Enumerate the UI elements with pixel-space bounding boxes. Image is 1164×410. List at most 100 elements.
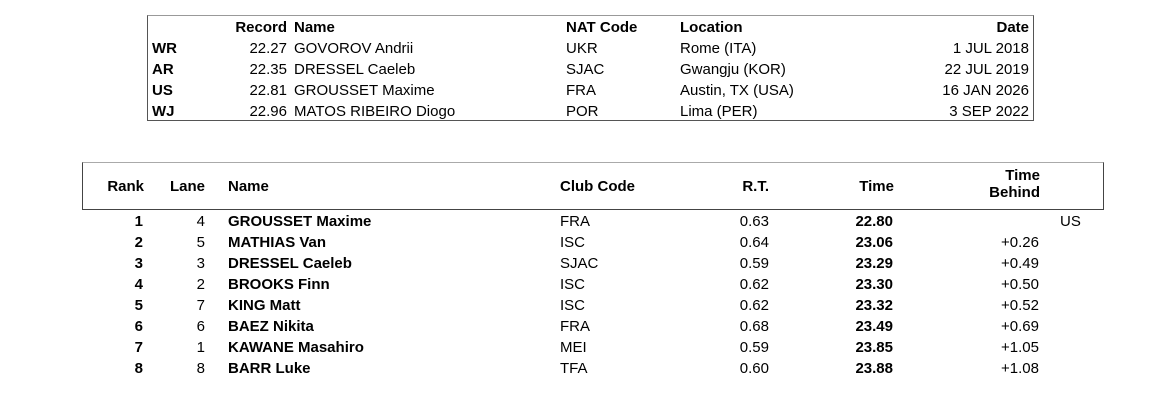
records-table: Record Name NAT Code Location Date WR 22… [147, 15, 1034, 121]
record-date: 22 JUL 2019 [944, 61, 1029, 78]
record-row: AR 22.35 DRESSEL Caeleb SJAC Gwangju (KO… [148, 59, 1033, 80]
records-header: Record Name NAT Code Location Date [148, 17, 1033, 38]
club-code: FRA [560, 318, 590, 335]
header-time-behind-line1: Time [1005, 167, 1040, 184]
header-record: Record [235, 19, 287, 36]
club-code: FRA [560, 213, 590, 230]
club-code: ISC [560, 234, 586, 251]
header-location: Location [680, 19, 743, 36]
header-rank: Rank [107, 178, 144, 195]
record-location: Austin, TX (USA) [680, 82, 794, 99]
lane: 5 [196, 234, 205, 251]
time: 23.06 [855, 234, 893, 251]
time: 22.80 [855, 213, 893, 230]
rank: 1 [134, 213, 143, 230]
swimmer-name: GROUSSET Maxime [228, 213, 372, 230]
header-time: Time [859, 178, 894, 195]
time: 23.88 [855, 360, 893, 377]
result-row: 3 3 DRESSEL Caeleb SJAC 0.59 23.29 +0.49 [0, 253, 1164, 274]
record-name: DRESSEL Caeleb [294, 61, 416, 78]
lane: 6 [196, 318, 205, 335]
result-row: 1 4 GROUSSET Maxime FRA 0.63 22.80 US [0, 211, 1164, 232]
reaction-time: 0.60 [739, 360, 769, 377]
result-row: 4 2 BROOKS Finn ISC 0.62 23.30 +0.50 [0, 274, 1164, 295]
record-date: 16 JAN 2026 [942, 82, 1029, 99]
header-name: Name [294, 19, 335, 36]
lane: 1 [196, 339, 205, 356]
time: 23.29 [855, 255, 893, 272]
record-name: MATOS RIBEIRO Diogo [294, 103, 456, 120]
lane: 8 [196, 360, 205, 377]
reaction-time: 0.59 [739, 339, 769, 356]
result-row: 8 8 BARR Luke TFA 0.60 23.88 +1.08 [0, 358, 1164, 379]
rank: 6 [134, 318, 143, 335]
record-nat: SJAC [566, 61, 605, 78]
record-nat: UKR [566, 40, 598, 57]
swimmer-name: BROOKS Finn [228, 276, 330, 293]
result-row: 7 1 KAWANE Masahiro MEI 0.59 23.85 +1.05 [0, 337, 1164, 358]
swimmer-name: MATHIAS Van [228, 234, 327, 251]
record-row: WJ 22.96 MATOS RIBEIRO Diogo POR Lima (P… [148, 101, 1033, 122]
record-name: GOVOROV Andrii [294, 40, 414, 57]
results-header: Rank Lane Name Club Code R.T. Time Time B… [82, 162, 1104, 210]
record-time: 22.27 [249, 40, 287, 57]
reaction-time: 0.59 [739, 255, 769, 272]
rank: 8 [134, 360, 143, 377]
record-date: 3 SEP 2022 [949, 103, 1029, 120]
result-row: 5 7 KING Matt ISC 0.62 23.32 +0.52 [0, 295, 1164, 316]
time-behind: +0.52 [1001, 297, 1039, 314]
club-code: ISC [560, 276, 586, 293]
record-location: Gwangju (KOR) [680, 61, 786, 78]
time: 23.30 [855, 276, 893, 293]
reaction-time: 0.64 [739, 234, 769, 251]
rank: 4 [134, 276, 143, 293]
record-nat: POR [566, 103, 599, 120]
time-behind: +1.08 [1001, 360, 1039, 377]
time: 23.85 [855, 339, 893, 356]
header-lane: Lane [169, 178, 205, 195]
result-row: 2 5 MATHIAS Van ISC 0.64 23.06 +0.26 [0, 232, 1164, 253]
swimmer-name: BARR Luke [228, 360, 311, 377]
time-behind: +0.49 [1001, 255, 1039, 272]
result-row: 6 6 BAEZ Nikita FRA 0.68 23.49 +0.69 [0, 316, 1164, 337]
header-time-behind: Time Behind [989, 167, 1040, 201]
time-behind: +0.50 [1001, 276, 1039, 293]
record-time: 22.96 [249, 103, 287, 120]
record-location: Rome (ITA) [680, 40, 757, 57]
lane: 2 [196, 276, 205, 293]
club-code: MEI [560, 339, 587, 356]
record-code: AR [152, 61, 174, 78]
swimmer-name: KING Matt [228, 297, 301, 314]
swimmer-name: BAEZ Nikita [228, 318, 314, 335]
rank: 2 [134, 234, 143, 251]
reaction-time: 0.62 [739, 276, 769, 293]
reaction-time: 0.62 [739, 297, 769, 314]
header-club: Club Code [560, 178, 635, 195]
time-behind: +0.69 [1001, 318, 1039, 335]
rank: 5 [134, 297, 143, 314]
rank: 7 [134, 339, 143, 356]
reaction-time: 0.63 [739, 213, 769, 230]
record-code: WJ [152, 103, 175, 120]
record-code: WR [152, 40, 177, 57]
time-behind: +0.26 [1001, 234, 1039, 251]
time: 23.49 [855, 318, 893, 335]
record-nat: FRA [566, 82, 596, 99]
time: 23.32 [855, 297, 893, 314]
header-rt: R.T. [742, 178, 769, 195]
header-nat: NAT Code [566, 19, 638, 36]
record-row: US 22.81 GROUSSET Maxime FRA Austin, TX … [148, 80, 1033, 101]
time-behind: +1.05 [1001, 339, 1039, 356]
record-date: 1 JUL 2018 [952, 40, 1029, 57]
swimmer-name: KAWANE Masahiro [228, 339, 364, 356]
lane: 4 [196, 213, 205, 230]
record-note: US [1060, 213, 1081, 230]
header-date: Date [996, 19, 1029, 36]
record-code: US [152, 82, 173, 99]
club-code: ISC [560, 297, 586, 314]
lane: 3 [196, 255, 205, 272]
header-name: Name [228, 178, 269, 195]
swimmer-name: DRESSEL Caeleb [228, 255, 352, 272]
record-time: 22.81 [249, 82, 287, 99]
rank: 3 [134, 255, 143, 272]
